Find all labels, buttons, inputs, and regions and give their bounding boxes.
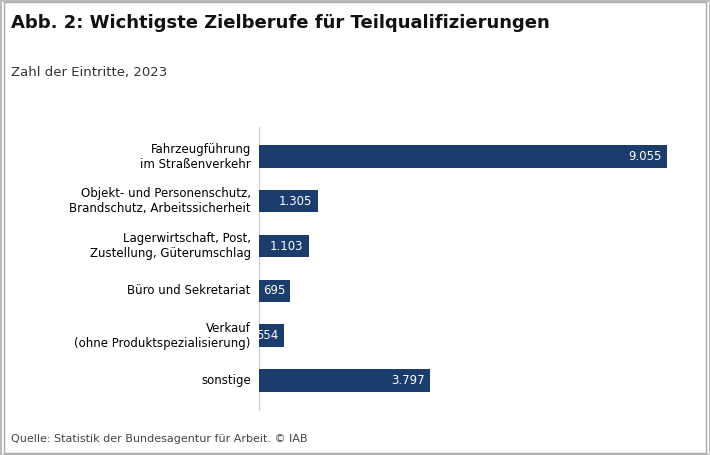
Bar (259, 280, 290, 302)
Text: 1.103: 1.103 (270, 240, 303, 253)
Text: 3.797: 3.797 (391, 374, 425, 387)
Text: Zahl der Eintritte, 2023: Zahl der Eintritte, 2023 (11, 66, 167, 79)
Text: 1.305: 1.305 (279, 195, 312, 208)
Bar (259, 369, 430, 392)
Text: Quelle: Statistik der Bundesagentur für Arbeit. © IAB: Quelle: Statistik der Bundesagentur für … (11, 434, 307, 444)
Text: 9.055: 9.055 (628, 150, 661, 163)
Text: 695: 695 (263, 284, 285, 297)
Bar (259, 145, 667, 168)
Bar (259, 235, 309, 257)
Bar (259, 190, 318, 212)
Text: 554: 554 (256, 329, 279, 342)
Bar (259, 324, 284, 347)
Text: Abb. 2: Wichtigste Zielberufe für Teilqualifizierungen: Abb. 2: Wichtigste Zielberufe für Teilqu… (11, 14, 550, 32)
